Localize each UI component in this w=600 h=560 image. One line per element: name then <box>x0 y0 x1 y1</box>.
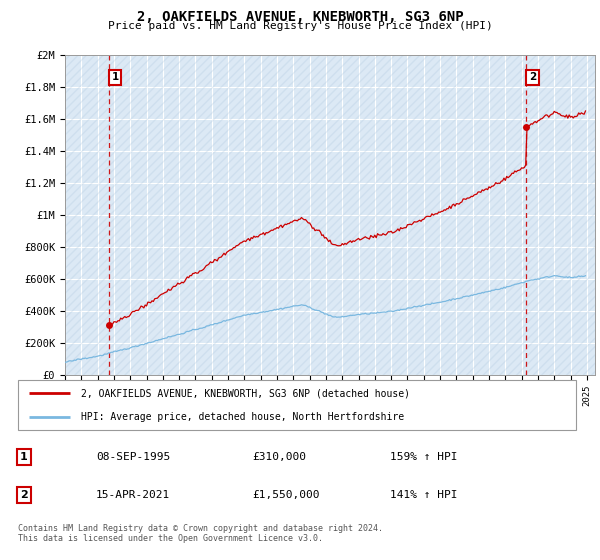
Text: Contains HM Land Registry data © Crown copyright and database right 2024.
This d: Contains HM Land Registry data © Crown c… <box>18 524 383 543</box>
Text: 1: 1 <box>20 452 28 462</box>
Text: 2: 2 <box>20 490 28 500</box>
FancyBboxPatch shape <box>18 380 577 430</box>
Text: 159% ↑ HPI: 159% ↑ HPI <box>390 452 458 462</box>
Text: 2: 2 <box>529 72 536 82</box>
Text: 141% ↑ HPI: 141% ↑ HPI <box>390 490 458 500</box>
Text: HPI: Average price, detached house, North Hertfordshire: HPI: Average price, detached house, Nort… <box>81 412 404 422</box>
Text: 1: 1 <box>112 72 119 82</box>
Text: £1,550,000: £1,550,000 <box>252 490 320 500</box>
Text: 08-SEP-1995: 08-SEP-1995 <box>96 452 170 462</box>
Text: £310,000: £310,000 <box>252 452 306 462</box>
Text: 2, OAKFIELDS AVENUE, KNEBWORTH, SG3 6NP: 2, OAKFIELDS AVENUE, KNEBWORTH, SG3 6NP <box>137 10 463 24</box>
Text: 15-APR-2021: 15-APR-2021 <box>96 490 170 500</box>
Text: Price paid vs. HM Land Registry's House Price Index (HPI): Price paid vs. HM Land Registry's House … <box>107 21 493 31</box>
Text: 2, OAKFIELDS AVENUE, KNEBWORTH, SG3 6NP (detached house): 2, OAKFIELDS AVENUE, KNEBWORTH, SG3 6NP … <box>81 388 410 398</box>
